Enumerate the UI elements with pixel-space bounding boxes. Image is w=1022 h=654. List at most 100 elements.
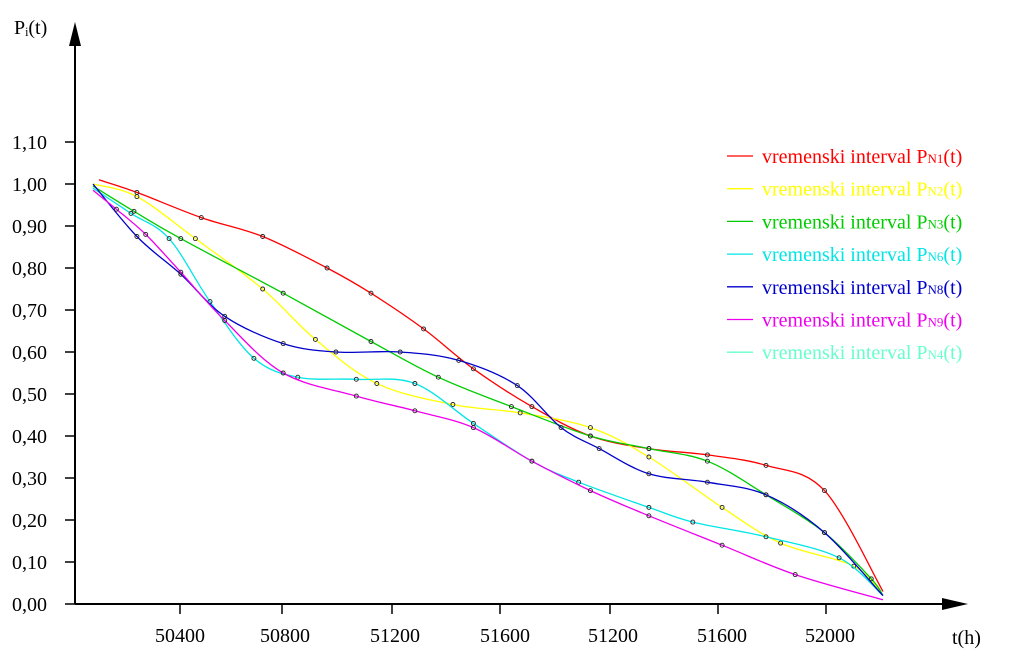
- data-point-n8: [704, 479, 710, 485]
- legend-label: vremenski interval PN9(t): [762, 310, 962, 332]
- tick-marks: 0,00 0,10 0,20 0,30 0,40 0,50 0,60 0,70 0,80 0,90…: [12, 132, 855, 647]
- axes: Pᵢ(t) t(h): [14, 17, 981, 649]
- data-point-n9: [143, 231, 149, 237]
- data-point-n8: [333, 349, 339, 355]
- data-point-n6: [295, 374, 301, 380]
- x-axis-arrow: [942, 598, 968, 610]
- legend-label: vremenski interval PN6(t): [762, 244, 962, 266]
- data-point-n9: [719, 542, 725, 548]
- data-point-n8: [596, 446, 602, 452]
- legend-label: vremenski interval PN4(t): [762, 342, 962, 364]
- data-point-n2: [192, 236, 198, 242]
- data-point-n1: [704, 452, 710, 458]
- data-point-n1: [763, 462, 769, 468]
- x-tick-label: 51200: [588, 625, 638, 647]
- data-point-n2: [134, 194, 140, 200]
- data-point-n1: [368, 290, 374, 296]
- data-point-n3: [587, 433, 593, 439]
- data-point-n3: [868, 576, 874, 582]
- data-point-n8: [558, 425, 564, 431]
- data-point-n3: [704, 458, 710, 464]
- data-point-n9: [222, 318, 228, 323]
- y-tick-label: 0,40: [12, 426, 47, 448]
- data-point-n1: [470, 366, 476, 372]
- data-point-n9: [529, 458, 535, 464]
- data-point-n1: [421, 326, 427, 332]
- data-point-n6: [763, 534, 769, 540]
- data-point-n9: [178, 269, 184, 275]
- data-point-n6: [353, 376, 359, 382]
- x-tick-label: 52000: [805, 625, 855, 647]
- series-line-n9: [92, 189, 884, 601]
- data-point-n8: [456, 357, 462, 363]
- data-point-n9: [587, 488, 593, 494]
- y-axis-title: Pᵢ(t): [14, 17, 47, 39]
- x-axis-title: t(h): [952, 627, 981, 649]
- data-point-n1: [198, 215, 204, 221]
- legend-label: vremenski interval PN3(t): [762, 211, 962, 233]
- data-point-n3: [435, 374, 441, 380]
- y-tick-label: 0,70: [12, 300, 47, 322]
- data-point-n1: [324, 265, 330, 271]
- data-point-n3: [646, 446, 652, 452]
- data-point-n8: [822, 530, 827, 536]
- data-point-n2: [450, 402, 456, 407]
- y-tick-label: 0,80: [12, 258, 47, 280]
- y-tick-label: 0,20: [12, 510, 47, 532]
- y-tick-label: 1,00: [12, 174, 47, 196]
- data-point-n9: [353, 393, 359, 399]
- data-point-n6: [690, 519, 696, 525]
- data-point-n1: [822, 488, 827, 494]
- data-point-n2: [312, 336, 318, 342]
- y-tick-label: 0,90: [12, 216, 47, 238]
- data-point-n3: [178, 236, 184, 242]
- data-point-n8: [514, 383, 520, 389]
- data-point-n9: [792, 572, 798, 578]
- data-point-n9: [470, 425, 476, 431]
- data-point-n2: [587, 425, 593, 431]
- y-tick-label: 0,60: [12, 342, 47, 364]
- y-tick-label: 0,10: [12, 552, 47, 574]
- series-line-n1: [98, 179, 884, 592]
- x-tick-label: 51600: [697, 625, 747, 647]
- legend-label: vremenski interval PN8(t): [762, 277, 962, 299]
- data-point-n9: [113, 206, 119, 212]
- data-point-n8: [280, 341, 286, 347]
- y-tick-label: 0,00: [12, 594, 47, 616]
- data-point-n3: [280, 290, 286, 296]
- data-point-n2: [517, 410, 523, 416]
- y-axis-arrow: [69, 22, 81, 46]
- data-point-n2: [260, 286, 266, 292]
- x-tick-label: 51600: [480, 625, 530, 647]
- y-tick-label: 1,10: [12, 132, 47, 154]
- data-point-n3: [508, 404, 514, 410]
- legend: vremenski interval PN1(t) vremenski inter…: [727, 146, 962, 364]
- x-tick-label: 50400: [155, 625, 205, 647]
- data-point-n9: [280, 370, 286, 376]
- data-point-n2: [374, 381, 380, 386]
- data-point-n9: [646, 513, 652, 519]
- series-group: [92, 179, 884, 601]
- data-point-n1: [260, 234, 266, 239]
- data-point-n2: [778, 540, 784, 546]
- data-point-n3: [368, 339, 374, 344]
- data-point-n6: [166, 236, 172, 242]
- data-point-n1: [529, 404, 535, 410]
- data-point-n8: [397, 349, 403, 355]
- data-point-n6: [646, 504, 652, 510]
- data-point-n8: [763, 492, 769, 498]
- data-point-n6: [251, 355, 257, 361]
- data-point-n8: [646, 471, 652, 477]
- y-tick-label: 0,50: [12, 384, 47, 406]
- data-point-n2: [719, 504, 725, 510]
- series-line-n6: [92, 187, 884, 597]
- legend-label: vremenski interval PN2(t): [762, 179, 962, 201]
- data-point-n8: [134, 234, 140, 239]
- data-point-n6: [836, 555, 842, 561]
- data-point-n6: [412, 381, 418, 386]
- data-point-n2: [646, 454, 652, 460]
- data-point-n6: [576, 479, 582, 485]
- series-line-n3: [92, 185, 884, 596]
- data-point-n6: [128, 210, 134, 216]
- x-tick-label: 51200: [370, 625, 420, 647]
